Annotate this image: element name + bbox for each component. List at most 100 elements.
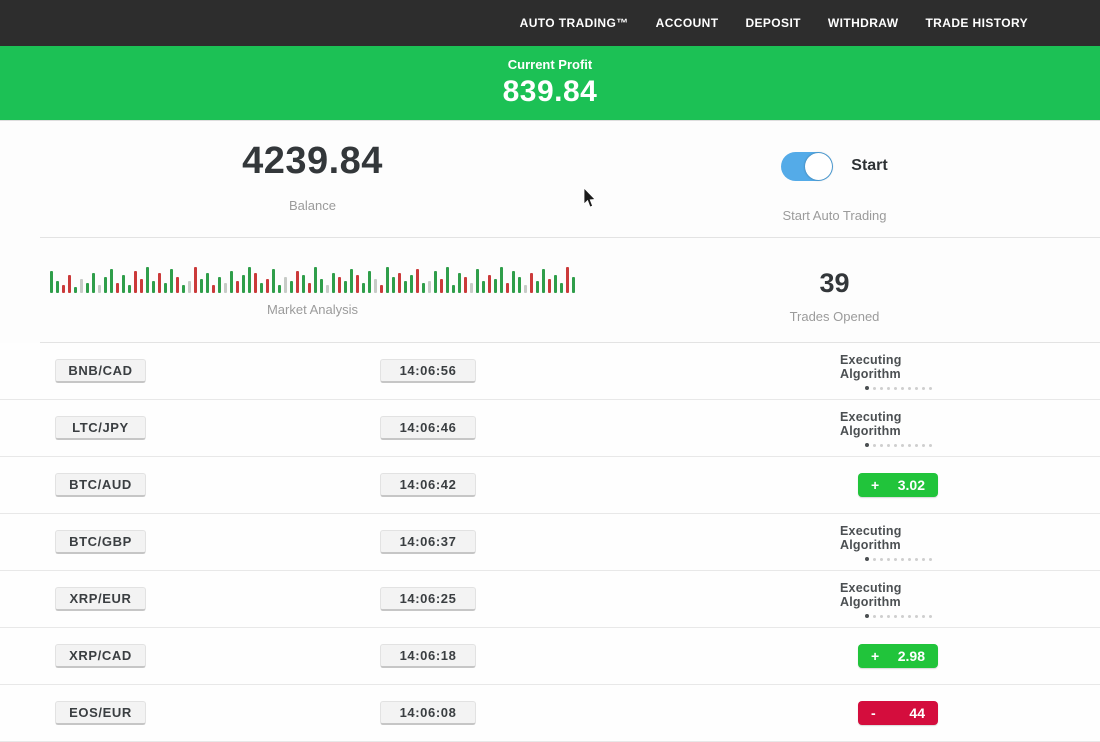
profit-badge: +2.98 xyxy=(858,644,938,668)
executing-label: Executing Algorithm xyxy=(840,409,902,438)
market-analysis-label: Market Analysis xyxy=(266,302,359,317)
trades-list: BNB/CAD 14:06:56 Executing Algorithm LTC/JP… xyxy=(0,343,1100,742)
market-bar xyxy=(272,269,275,293)
market-bar xyxy=(464,277,467,293)
progress-dots xyxy=(864,556,932,561)
market-bar xyxy=(500,267,503,293)
market-bar xyxy=(86,283,89,293)
trade-status: Executing Algorithm xyxy=(840,514,956,570)
trade-status: Executing Algorithm xyxy=(840,571,956,627)
market-bar xyxy=(494,279,497,293)
executing-label: Executing Algorithm xyxy=(840,352,902,381)
market-bar xyxy=(296,271,299,293)
time-chip: 14:06:56 xyxy=(380,359,476,383)
market-bar xyxy=(284,277,287,293)
market-bar xyxy=(128,285,131,293)
market-bar xyxy=(506,283,509,293)
market-bar xyxy=(158,273,161,293)
result-sign: + xyxy=(871,648,880,664)
market-bar xyxy=(566,267,569,293)
pair-chip: BNB/CAD xyxy=(55,359,146,383)
market-bar xyxy=(266,279,269,293)
pair-chip: XRP/CAD xyxy=(55,644,146,668)
market-bar xyxy=(326,285,329,293)
toggle-knob-icon xyxy=(805,152,833,180)
trades-opened-label: Trades Opened xyxy=(789,309,880,324)
market-bar xyxy=(116,283,119,293)
market-bar xyxy=(260,283,263,293)
market-bar xyxy=(542,269,545,293)
market-bar xyxy=(62,285,65,293)
market-bar xyxy=(434,271,437,293)
market-bar xyxy=(398,273,401,293)
market-bar xyxy=(56,281,59,293)
nav-item-account[interactable]: ACCOUNT xyxy=(655,16,719,30)
market-bar xyxy=(560,283,563,293)
market-bar xyxy=(344,281,347,293)
nav-item-deposit[interactable]: DEPOSIT xyxy=(745,16,801,30)
market-bar xyxy=(416,269,419,293)
market-bar xyxy=(386,267,389,293)
market-bar xyxy=(428,281,431,293)
trade-row: BTC/GBP 14:06:37 Executing Algorithm xyxy=(0,514,1100,571)
market-bar xyxy=(194,267,197,293)
pair-chip: BTC/AUD xyxy=(55,473,146,497)
market-bar xyxy=(368,271,371,293)
market-bar xyxy=(314,267,317,293)
trade-row: EOS/EUR 14:06:08 - 44 xyxy=(0,685,1100,742)
market-section: Market Analysis 39 Trades Opened xyxy=(0,238,1100,342)
profit-banner: Current Profit 839.84 xyxy=(0,46,1100,120)
market-bar xyxy=(104,277,107,293)
market-bar xyxy=(380,285,383,293)
trade-status: Executing Algorithm xyxy=(840,343,956,399)
trade-status: +3.02 xyxy=(840,457,956,513)
market-bar xyxy=(512,271,515,293)
result-value: 2.98 xyxy=(897,648,925,664)
market-bar xyxy=(230,271,233,293)
time-chip: 14:06:18 xyxy=(380,644,476,668)
balance-value: 4239.84 xyxy=(242,140,383,182)
market-analysis-chart xyxy=(50,262,575,293)
market-bar xyxy=(320,279,323,293)
market-bar xyxy=(554,275,557,293)
market-bar xyxy=(218,277,221,293)
market-bar xyxy=(146,267,149,293)
market-bar xyxy=(446,267,449,293)
market-bar xyxy=(356,275,359,293)
separator xyxy=(40,342,1100,343)
market-bar xyxy=(92,273,95,293)
market-bar xyxy=(290,281,293,293)
auto-trading-toggle[interactable] xyxy=(781,151,834,181)
time-chip: 14:06:08 xyxy=(380,701,476,725)
market-bar xyxy=(536,281,539,293)
market-bar xyxy=(404,281,407,293)
market-bar xyxy=(212,285,215,293)
market-bar xyxy=(188,281,191,293)
market-bar xyxy=(458,273,461,293)
market-bar xyxy=(482,281,485,293)
market-bar xyxy=(176,277,179,293)
market-bar xyxy=(242,275,245,293)
progress-dots xyxy=(864,613,932,618)
market-bar xyxy=(68,275,71,293)
market-bar xyxy=(74,287,77,293)
pair-chip: BTC/GBP xyxy=(55,530,146,554)
market-bar xyxy=(530,273,533,293)
market-bar xyxy=(476,269,479,293)
market-bar xyxy=(170,269,173,293)
nav-item-trade-history[interactable]: TRADE HISTORY xyxy=(925,16,1028,30)
market-bar xyxy=(80,279,83,293)
nav-item-withdraw[interactable]: WITHDRAW xyxy=(827,16,899,30)
progress-dots xyxy=(864,442,932,447)
trade-status: Executing Algorithm xyxy=(840,400,956,456)
nav-item-auto-trading[interactable]: AUTO TRADING™ xyxy=(519,16,629,30)
market-bar xyxy=(50,271,53,293)
result-value: 3.02 xyxy=(897,477,925,493)
loss-badge: - 44 xyxy=(858,701,938,725)
progress-dots xyxy=(864,385,932,390)
market-bar xyxy=(254,273,257,293)
trades-opened-value: 39 xyxy=(819,268,850,298)
market-bar xyxy=(362,283,365,293)
market-bar xyxy=(302,275,305,293)
market-bar xyxy=(206,273,209,293)
